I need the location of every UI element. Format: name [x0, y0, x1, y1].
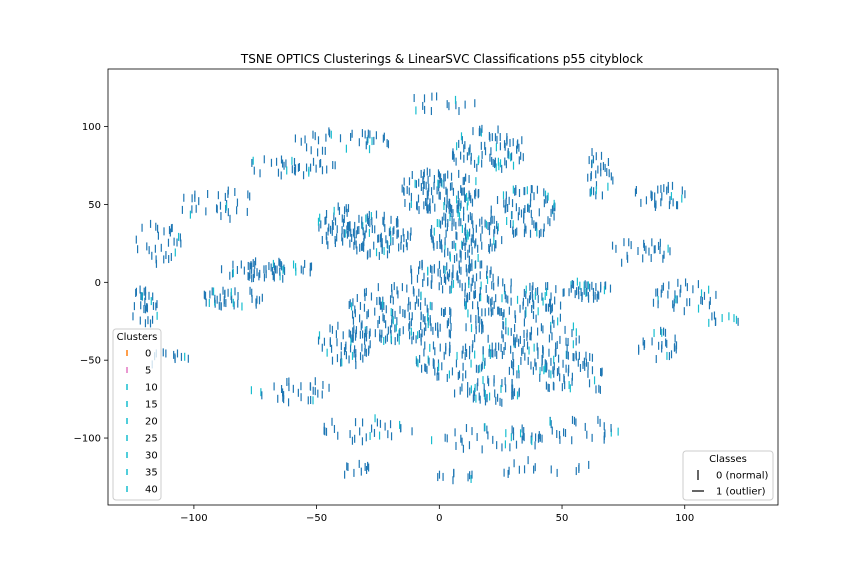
x-tick-label: −50 — [306, 513, 327, 524]
class-legend: Classes 0 (normal) 1 (outlier) — [682, 450, 774, 501]
plot-frame — [107, 68, 779, 506]
cluster-legend-label: 15 — [145, 400, 158, 411]
x-axis: −100 −50 0 50 100 — [180, 505, 694, 524]
cluster-legend-label: 0 — [145, 349, 151, 360]
y-tick-label: −50 — [80, 356, 101, 367]
cluster-legend-label: 10 — [145, 383, 158, 394]
cluster-legend-entries: 0 5 10 15 20 25 30 35 40 — [126, 349, 158, 496]
class-legend-label: 0 (normal) — [716, 471, 768, 482]
class-legend-entries: 0 (normal) 1 (outlier) — [692, 470, 768, 498]
cluster-legend-label: 5 — [145, 366, 151, 377]
cluster-legend-label: 35 — [145, 468, 158, 479]
cluster-legend: Clusters 0 5 10 15 20 25 30 35 40 — [112, 328, 162, 501]
class-legend-label: 1 (outlier) — [716, 487, 766, 498]
cluster-legend-label: 25 — [145, 434, 158, 445]
x-tick-label: 50 — [556, 513, 569, 524]
x-tick-label: −100 — [180, 513, 207, 524]
x-tick-label: 100 — [675, 513, 694, 524]
y-tick-label: 100 — [82, 122, 101, 133]
cluster-legend-label: 30 — [145, 451, 158, 462]
cluster-legend-label: 20 — [145, 417, 158, 428]
y-tick-label: 0 — [95, 278, 101, 289]
class-legend-frame — [682, 450, 774, 501]
cluster-legend-frame — [112, 328, 162, 501]
chart-title: TSNE OPTICS Clusterings & LinearSVC Clas… — [240, 52, 643, 66]
x-tick-label: 0 — [436, 513, 442, 524]
points-layer — [132, 92, 739, 485]
y-axis: −100 −50 0 50 100 — [74, 122, 108, 445]
y-tick-label: 50 — [88, 200, 101, 211]
y-tick-label: −100 — [74, 434, 101, 445]
cluster-legend-title: Clusters — [117, 332, 158, 343]
class-legend-title: Classes — [709, 454, 747, 465]
cluster-legend-label: 40 — [145, 485, 158, 496]
